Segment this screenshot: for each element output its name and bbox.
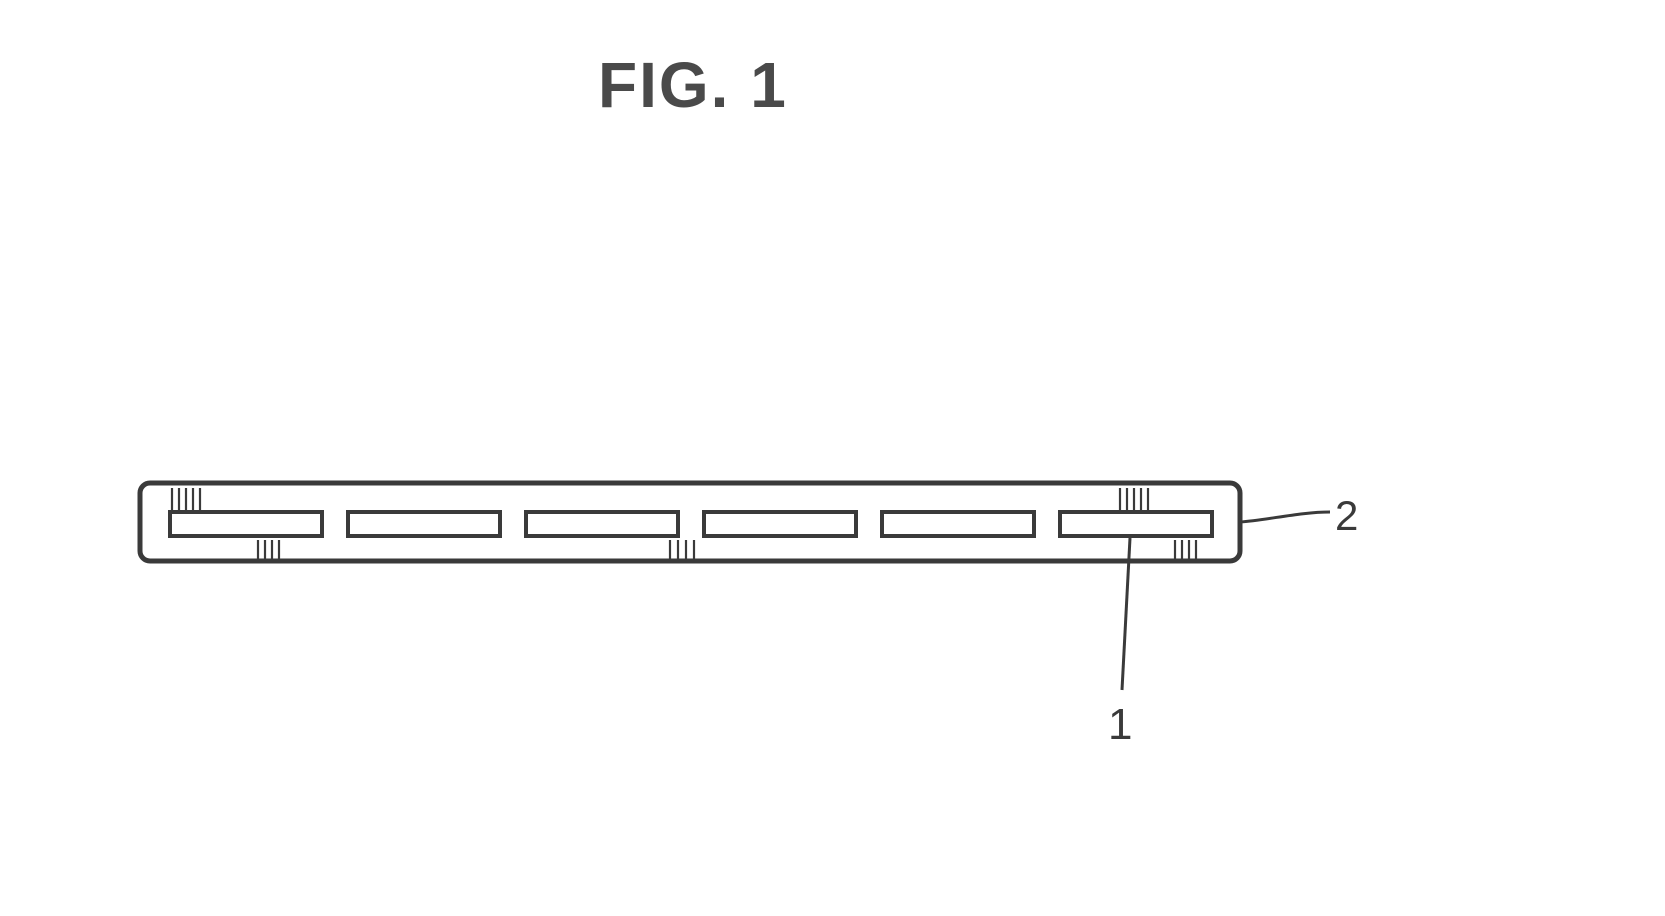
diagram-svg [0, 0, 1665, 916]
slot-4 [704, 512, 856, 536]
slot-1 [170, 512, 322, 536]
outer-bar [140, 483, 1240, 561]
slot-3 [526, 512, 678, 536]
leader-2 [1240, 512, 1330, 522]
ref-label-2: 2 [1335, 492, 1358, 540]
slot-2 [348, 512, 500, 536]
slot-6 [1060, 512, 1212, 536]
slot-5 [882, 512, 1034, 536]
ref-label-1: 1 [1108, 700, 1132, 750]
